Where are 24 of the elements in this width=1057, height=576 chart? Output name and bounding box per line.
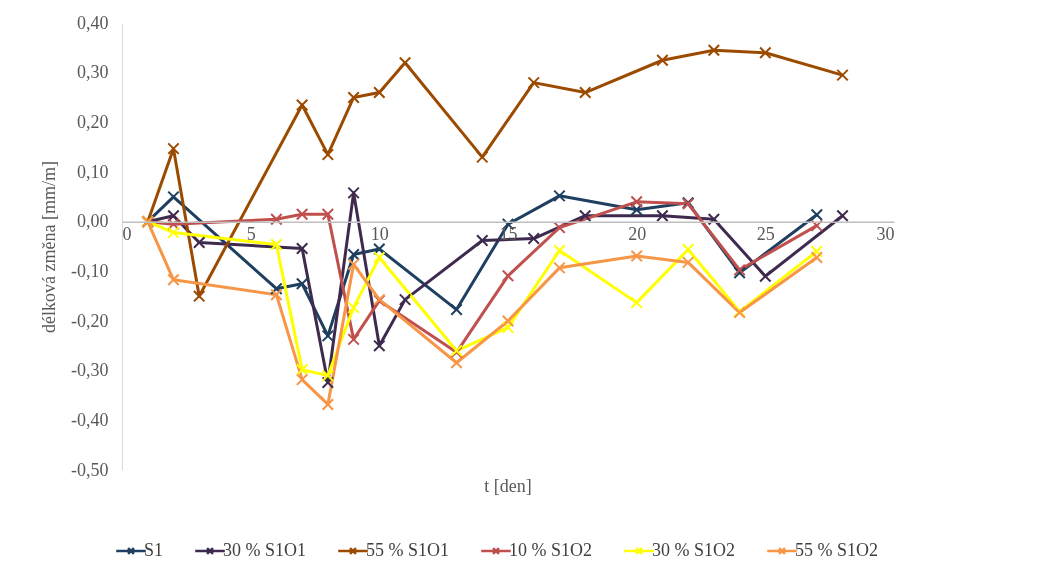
x-tick-label: 25 xyxy=(756,224,775,245)
y-tick-label: -0,10 xyxy=(71,260,109,281)
x-tick-label: 20 xyxy=(628,224,647,245)
legend-label: 30 % S1O1 xyxy=(223,540,307,560)
y-tick-label: 0,40 xyxy=(77,12,109,33)
x-tick-label: 5 xyxy=(246,224,256,245)
legend-label: 55 % S1O1 xyxy=(366,540,450,560)
x-tick-label: 30 xyxy=(876,224,895,245)
x-tick-label: 0 xyxy=(122,224,132,245)
y-tick-label: -0,30 xyxy=(71,360,109,381)
y-tick-label: -0,20 xyxy=(71,310,109,331)
x-tick-label: 10 xyxy=(370,224,389,245)
y-tick-label: 0,10 xyxy=(77,161,109,182)
y-tick-label: 0,20 xyxy=(77,111,109,132)
legend-label: 55 % S1O2 xyxy=(795,540,879,560)
legend-label: 30 % S1O2 xyxy=(652,540,736,560)
legend-label: 10 % S1O2 xyxy=(509,540,593,560)
y-tick-label: 0,00 xyxy=(77,211,109,232)
y-tick-label: 0,30 xyxy=(77,62,109,83)
y-tick-label: -0,50 xyxy=(71,459,109,480)
y-tick-label: -0,40 xyxy=(71,409,109,430)
legend-label: S1 xyxy=(144,540,164,560)
x-axis-title: t [den] xyxy=(484,476,532,496)
y-axis-title: délková změna [mm/m] xyxy=(39,161,60,333)
